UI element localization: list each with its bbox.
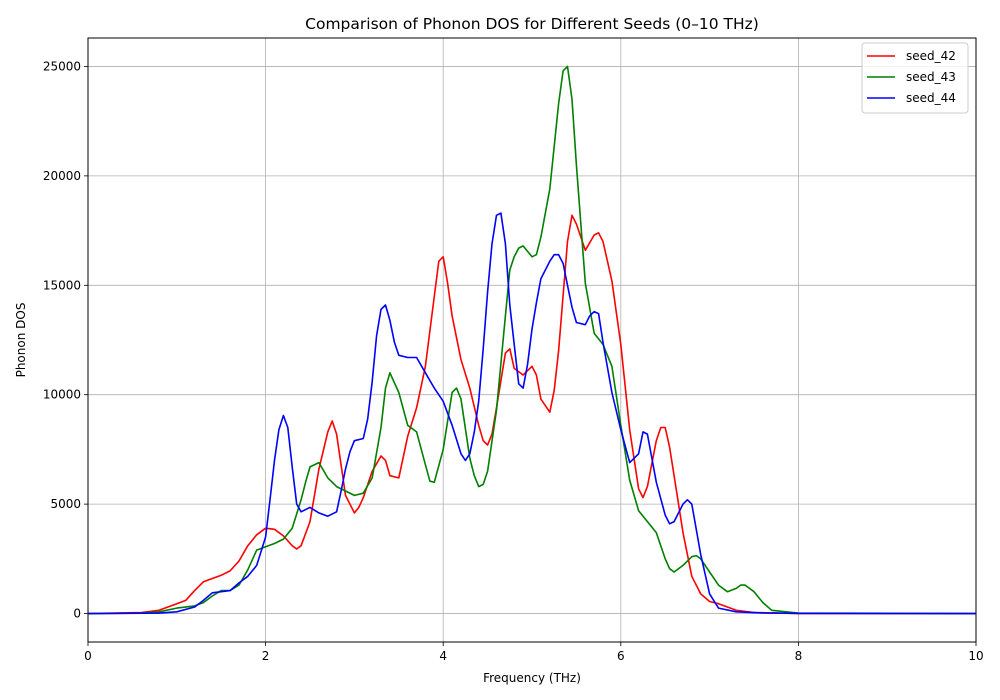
legend-label-seed-44: seed_44 (906, 91, 956, 105)
legend-label-seed-43: seed_43 (906, 70, 956, 84)
y-axis-label: Phonon DOS (14, 303, 28, 378)
legend-label-seed-42: seed_42 (906, 49, 956, 63)
chart-title: Comparison of Phonon DOS for Different S… (305, 15, 759, 33)
x-tick-label: 2 (262, 649, 270, 663)
ticks-layer: 0 2 4 6 8 10 0 5000 10000 15000 20000 25000 (43, 59, 984, 663)
y-tick-label: 0 (73, 607, 81, 621)
lines-layer (87, 65, 977, 615)
y-tick-label: 25000 (43, 59, 81, 73)
series-line-seed-42 (87, 214, 976, 615)
y-tick-label: 10000 (43, 388, 81, 402)
x-tick-label: 6 (617, 649, 625, 663)
series-line-seed-43 (87, 65, 977, 615)
x-tick-label: 8 (795, 649, 803, 663)
x-axis-label: Frequency (THz) (483, 671, 581, 685)
x-tick-label: 0 (84, 649, 92, 663)
y-tick-label: 5000 (50, 497, 81, 511)
y-tick-label: 15000 (43, 278, 81, 292)
y-tick-label: 20000 (43, 169, 81, 183)
series-line-seed-44 (87, 212, 977, 615)
legend-box (861, 42, 969, 114)
x-tick-label: 10 (968, 649, 983, 663)
legend: seed_42 seed_43 seed_44 (861, 42, 969, 114)
x-tick-label: 4 (439, 649, 447, 663)
plot-frame (87, 37, 977, 643)
